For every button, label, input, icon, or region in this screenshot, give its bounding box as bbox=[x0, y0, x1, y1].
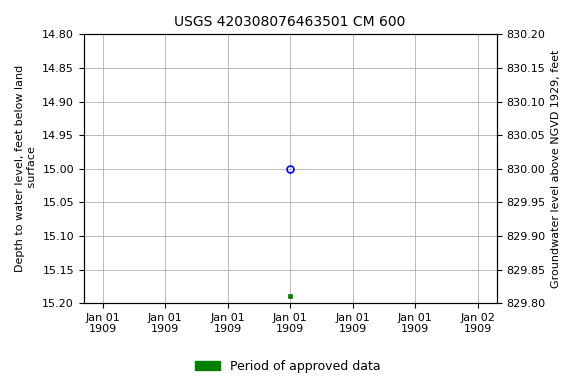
Y-axis label: Groundwater level above NGVD 1929, feet: Groundwater level above NGVD 1929, feet bbox=[551, 50, 561, 288]
Y-axis label: Depth to water level, feet below land
 surface: Depth to water level, feet below land su… bbox=[15, 65, 37, 272]
Legend: Period of approved data: Period of approved data bbox=[190, 355, 386, 378]
Title: USGS 420308076463501 CM 600: USGS 420308076463501 CM 600 bbox=[175, 15, 406, 29]
